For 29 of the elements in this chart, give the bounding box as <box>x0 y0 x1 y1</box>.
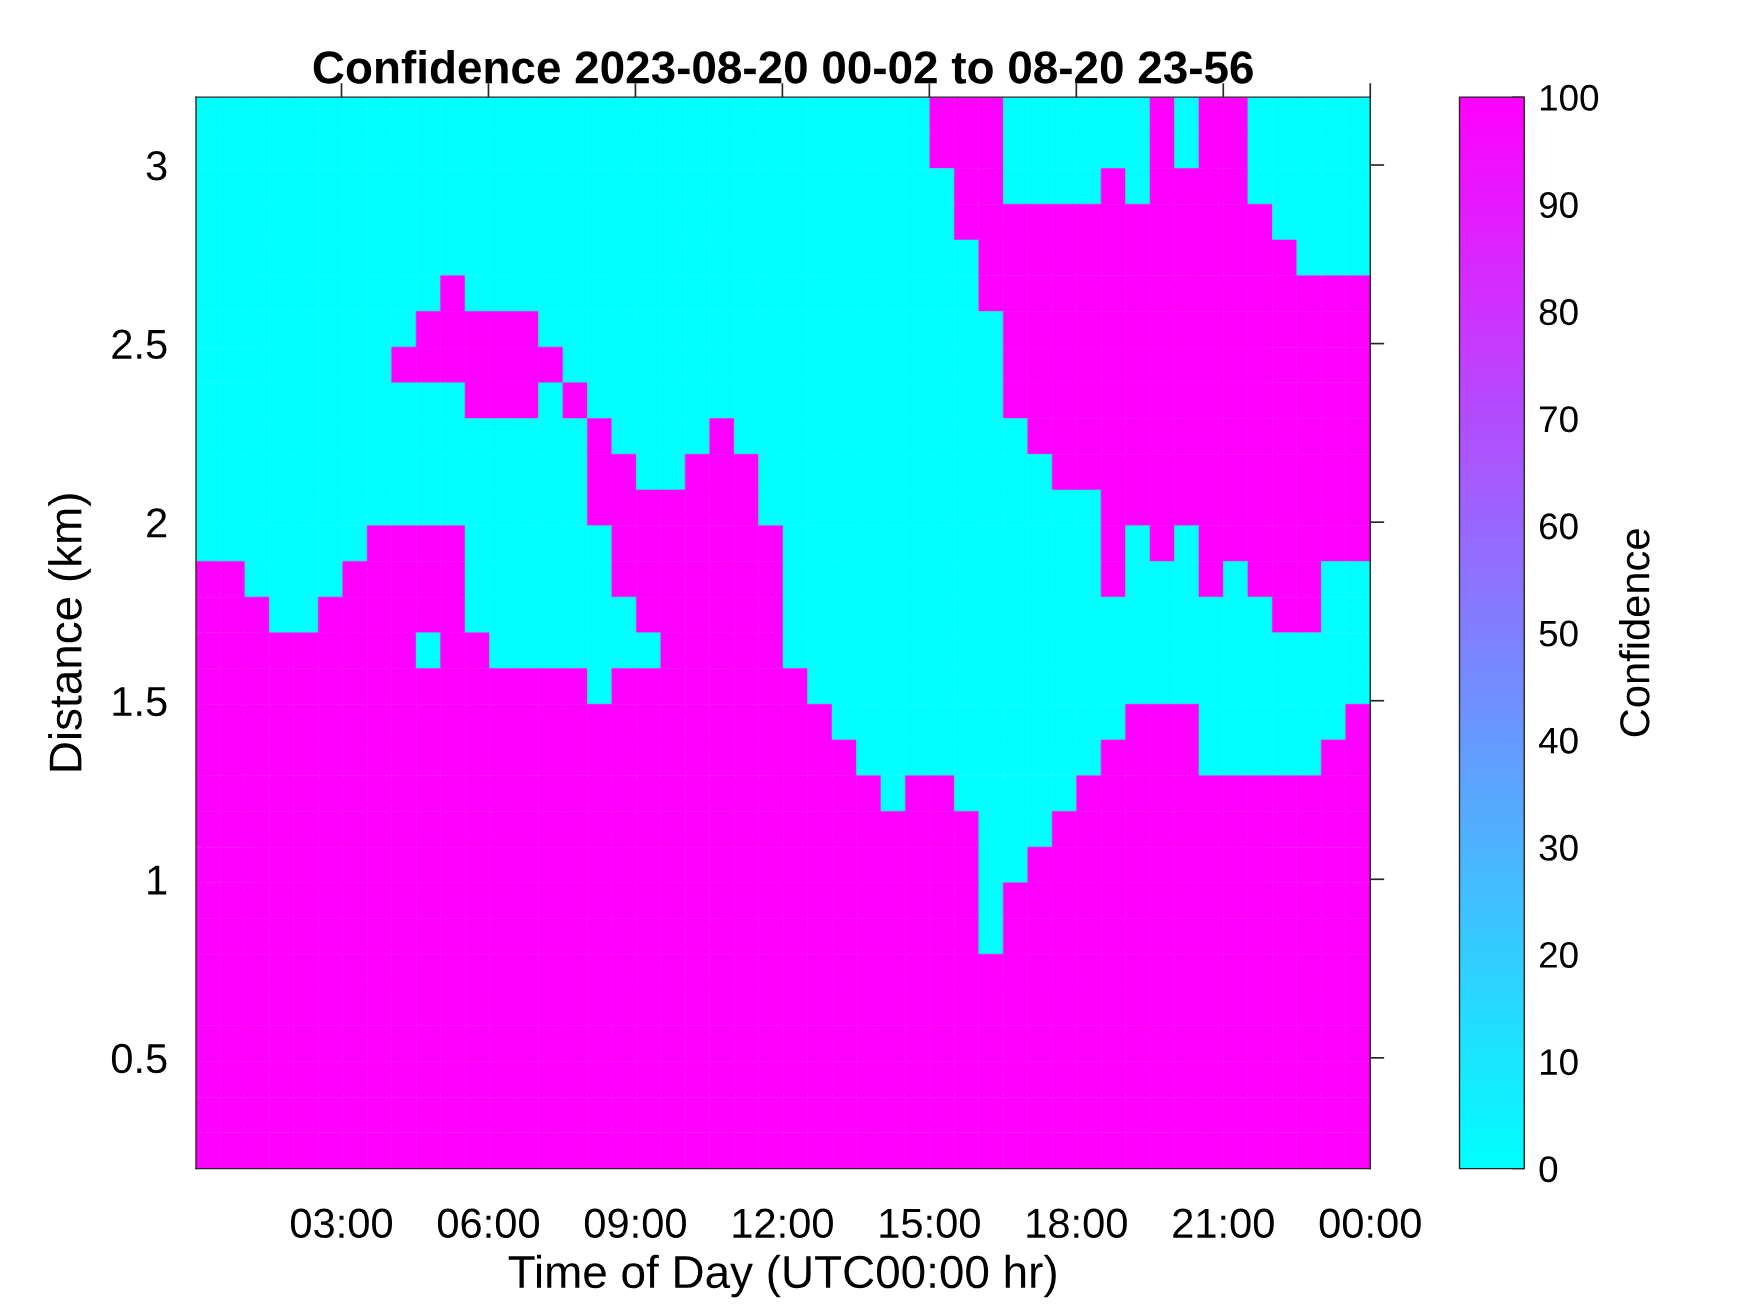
x-tick-label: 06:00 <box>437 1208 539 1239</box>
y-axis-title: Distance (km) <box>48 494 91 771</box>
x-tick-label: 00:00 <box>1319 1208 1421 1239</box>
x-tick-label: 03:00 <box>290 1208 392 1239</box>
color-bar-label: 20 <box>1539 941 1578 968</box>
color-bar-label: 70 <box>1540 406 1578 433</box>
x-tick-label: 18:00 <box>1027 1208 1127 1239</box>
y-tick-label: 0.5 <box>111 1043 167 1074</box>
color-bar-label: 50 <box>1539 620 1578 647</box>
x-tick-label: 12:00 <box>733 1208 833 1239</box>
color-bar-label: 80 <box>1539 299 1578 326</box>
color-bar-label: 90 <box>1539 191 1578 218</box>
y-tick-label: 3 <box>146 151 167 181</box>
color-bar-label: 30 <box>1539 834 1578 861</box>
chart-title: Confidence 2023-08-20 00-02 to 08-20 23-56 <box>313 50 1253 84</box>
color-bar-label: 10 <box>1540 1049 1578 1076</box>
y-tick-label: 1.5 <box>113 687 167 717</box>
color-bar-label: 60 <box>1540 513 1578 540</box>
color-bar-label: 100 <box>1540 84 1599 111</box>
color-bar-label: 40 <box>1538 727 1578 754</box>
y-tick-label: 1 <box>148 865 167 895</box>
x-tick-label: 09:00 <box>584 1208 686 1239</box>
x-tick-label: 21:00 <box>1173 1208 1274 1239</box>
x-tick-label: 15:00 <box>880 1208 980 1239</box>
color-bar-label: 0 <box>1539 1156 1558 1183</box>
color-bar-title: Confidence <box>1618 529 1650 737</box>
y-tick-label: 2.5 <box>112 329 167 360</box>
x-axis-title: Time of Day (UTC00:00 hr) <box>508 1254 1056 1298</box>
y-tick-label: 2 <box>147 508 167 538</box>
